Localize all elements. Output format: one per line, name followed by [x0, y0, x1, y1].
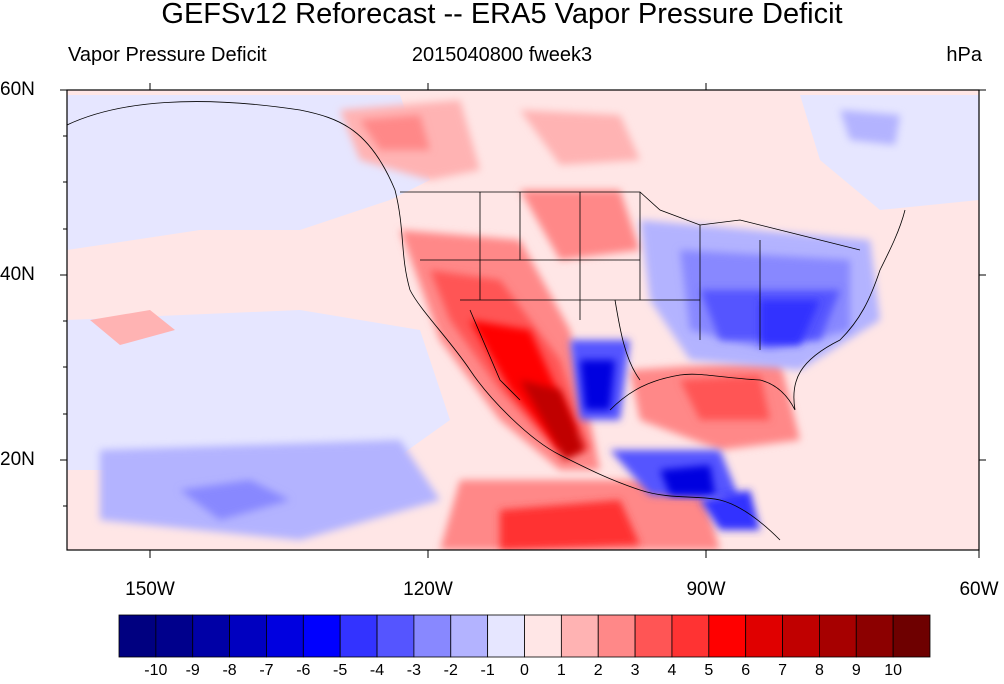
lat-label-20n: 20N [0, 449, 35, 470]
colorbar-tick-label: -9 [185, 662, 200, 679]
colorbar-tick-label: 7 [778, 662, 787, 679]
colorbar-tick-label: -6 [296, 662, 311, 679]
colorbar-tick-label: -8 [222, 662, 237, 679]
variable-label: Vapor Pressure Deficit [68, 44, 267, 66]
colorbar-tick-label: 0 [520, 662, 529, 679]
colorbar-tick-label: -7 [259, 662, 274, 679]
colorbar-tick-label: 1 [556, 662, 566, 679]
lon-label-120w: 120W [403, 579, 453, 600]
lon-label-60w: 60W [959, 579, 999, 600]
colorbar-tick-label: 9 [851, 662, 861, 679]
colorbar-tick-label: 5 [704, 662, 714, 679]
forecast-time-label: 2015040800 fweek3 [411, 44, 593, 66]
colorbar-tick-label: -3 [406, 662, 422, 679]
map-title: GEFSv12 Reforecast -- ERA5 Vapor Pressur… [161, 0, 843, 30]
lat-label-40n: 40N [0, 264, 35, 285]
colorbar-tick-label: 2 [593, 662, 603, 679]
lat-label-60n: 60N [0, 79, 35, 100]
colorbar-tick-label: -4 [369, 662, 385, 679]
colorbar-tick-label: 4 [667, 662, 677, 679]
map-frame [66, 89, 980, 551]
lon-label-90w: 90W [686, 579, 726, 600]
lon-label-150w: 150W [125, 579, 175, 600]
map-fill-field [67, 90, 979, 550]
colorbar-tick-label: 10 [884, 662, 903, 679]
axis-ticks [60, 83, 986, 558]
colorbar-tick-label: -1 [480, 662, 495, 679]
units-label: hPa [946, 44, 982, 66]
colorbar-tick-label: -10 [144, 662, 168, 679]
colorbar-tick-label: -5 [333, 662, 348, 679]
coastlines [67, 101, 906, 541]
colorbar-tick-label: -2 [443, 662, 458, 679]
colorbar-tick-label: 8 [814, 662, 824, 679]
colorbar-tick-label: 6 [741, 662, 751, 679]
colorbar-tick-label: 3 [630, 662, 640, 679]
